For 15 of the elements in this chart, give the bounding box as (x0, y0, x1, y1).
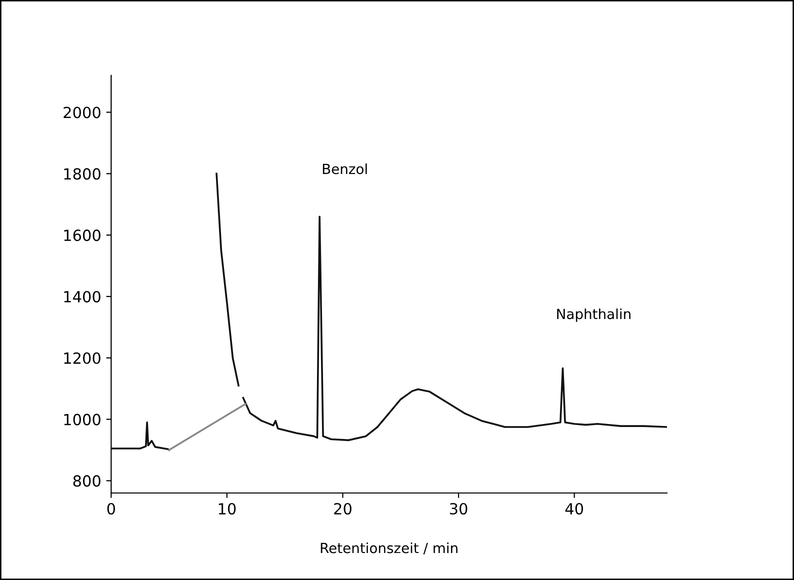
annotation: Naphthalin (557, 308, 630, 322)
y-tick-label: 1000 (64, 414, 100, 426)
x-axis-title: Retentionszeit / min (320, 542, 458, 554)
y-tick-label: 1600 (64, 230, 100, 242)
y-tick-label: 1200 (64, 352, 100, 364)
x-tick-label: 40 (565, 502, 584, 515)
x-tick-label: 0 (107, 502, 116, 515)
x-tick-label: 30 (450, 502, 468, 515)
y-tick-label: 1400 (64, 290, 100, 303)
y-tick-label: 800 (73, 475, 100, 487)
x-tick-label: 20 (334, 502, 352, 515)
annotation: Benzol (322, 163, 367, 174)
y-tick-label: 1800 (64, 168, 100, 180)
y-tick-label: 2000 (64, 106, 100, 118)
x-tick-label: 10 (218, 502, 236, 515)
